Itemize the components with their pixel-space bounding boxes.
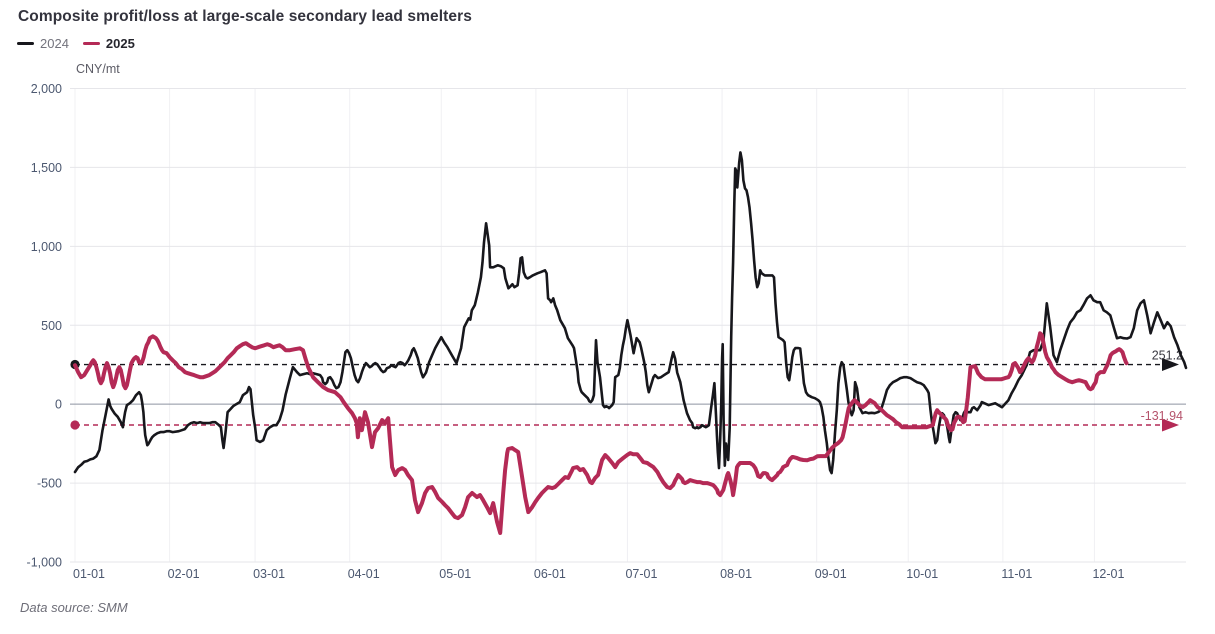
legend-label-2024: 2024 [40,36,69,51]
y-axis-unit-label: CNY/mt [76,62,120,76]
legend-swatch-2025 [82,42,100,45]
y-tick-label: 1,000 [31,240,62,254]
legend-item-2025[interactable]: 2025 [82,36,135,51]
reference-arrow-2024 [1162,358,1179,372]
x-tick-label: 04-01 [348,567,380,581]
x-tick-label: 06-01 [534,567,566,581]
y-tick-label: -1,000 [27,556,62,570]
x-tick-label: 07-01 [625,567,657,581]
reference-label-2024: 251.2 [1152,349,1183,363]
x-tick-label: 10-01 [906,567,938,581]
reference-dot-2025 [70,420,80,430]
x-tick-label: 02-01 [168,567,200,581]
x-tick-label: 11-01 [1001,567,1032,581]
legend-label-2025: 2025 [105,36,135,51]
reference-arrow-2025 [1162,418,1179,432]
y-tick-label: 500 [41,319,62,333]
y-tick-label: 2,000 [31,82,62,96]
data-source-note: Data source: SMM [20,600,128,615]
y-tick-label: -500 [37,477,62,491]
x-tick-label: 12-01 [1092,567,1124,581]
y-tick-label: 1,500 [31,161,62,175]
x-tick-label: 09-01 [815,567,847,581]
x-tick-label: 05-01 [439,567,471,581]
reference-label-2025: -131.94 [1141,409,1183,423]
series-line-2025 [73,331,1129,535]
chart-title: Composite profit/loss at large-scale sec… [18,8,472,25]
legend-item-2024[interactable]: 2024 [17,36,69,51]
legend-swatch-2024 [17,42,34,45]
x-tick-label: 08-01 [720,567,752,581]
x-tick-label: 03-01 [253,567,285,581]
x-tick-label: 01-01 [73,567,105,581]
y-tick-label: 0 [55,398,62,412]
legend: 2024 2025 [17,36,135,51]
